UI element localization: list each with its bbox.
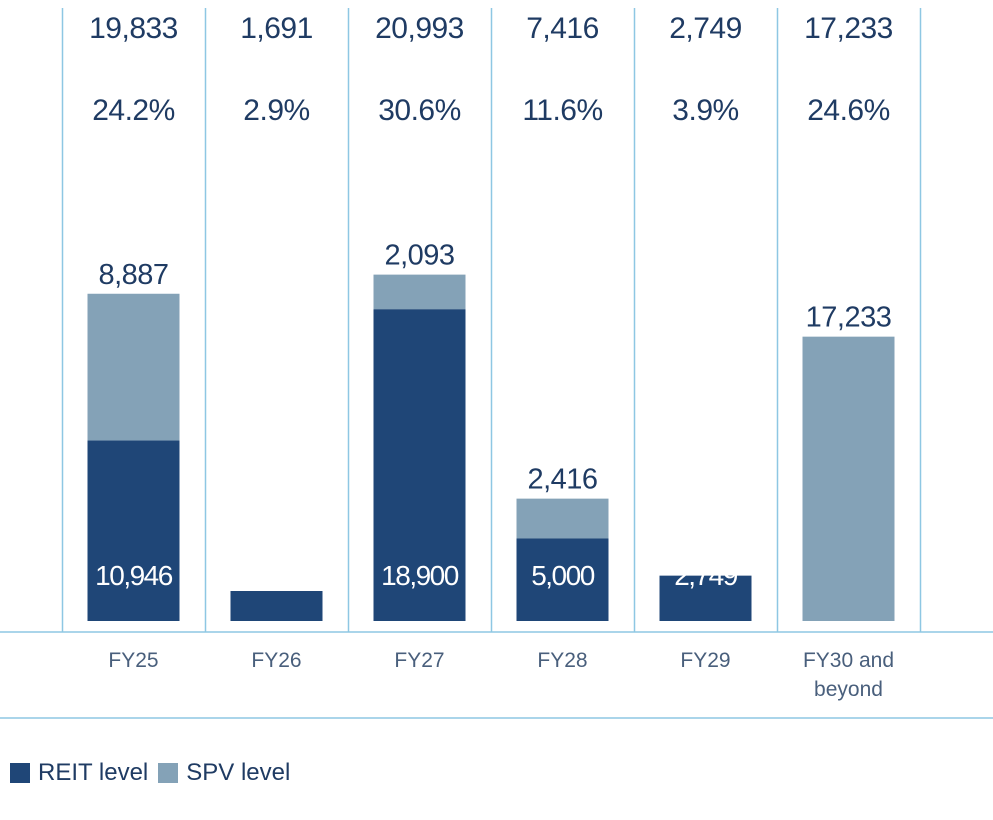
legend-swatch-reit: [10, 763, 30, 783]
total-label: 1,691: [240, 12, 313, 45]
x-axis: FY25 FY26 FY27 FY28 FY29 FY30 and beyond: [0, 631, 993, 719]
bars: [87, 274, 895, 621]
x-tick-label: FY29: [680, 649, 730, 672]
data-label-spv: 2,416: [527, 464, 597, 496]
x-tick-label-line2: beyond: [814, 678, 883, 701]
data-label-spv: 17,233: [806, 302, 892, 334]
x-tick-label: FY25: [108, 649, 158, 672]
total-label: 17,233: [804, 12, 893, 45]
data-label-reit: 2,749: [674, 560, 737, 591]
percentage-label: 24.6%: [807, 94, 890, 127]
x-tick-label: FY27: [394, 649, 444, 672]
total-label: 20,993: [375, 12, 464, 45]
x-tick-label: FY26: [251, 649, 301, 672]
data-label-reit: 5,000: [531, 560, 594, 591]
x-tick-label: FY28: [537, 649, 587, 672]
bar-reit-level: [516, 538, 609, 621]
data-label-reit: 10,946: [95, 560, 173, 591]
legend: REIT level SPV level: [10, 755, 290, 791]
data-label-spv: 2,093: [384, 240, 454, 272]
total-label: 2,749: [669, 12, 742, 45]
bar-reit-level: [87, 440, 180, 621]
data-label-reit: 18,900: [381, 560, 459, 591]
total-label: 7,416: [526, 12, 599, 45]
x-tick-label: FY30 and: [803, 649, 894, 672]
legend-item-reit: REIT level: [10, 759, 148, 787]
column-dividers: [61, 8, 922, 632]
legend-swatch-spv: [158, 763, 179, 783]
legend-item-spv: SPV level: [158, 759, 290, 787]
bar-reit-level: [659, 575, 752, 621]
legend-label-reit: REIT level: [38, 759, 149, 786]
percentage-label: 3.9%: [672, 94, 738, 127]
percentage-label: 24.2%: [92, 94, 175, 127]
bar-reit-level: [230, 591, 323, 621]
bar-spv-level: [87, 293, 180, 441]
value-labels: 10,946 8,887 19,833 24.2% 1,691 1,691 2.9% 18,9…: [89, 12, 893, 591]
data-label-spv: 8,887: [98, 259, 168, 291]
data-label-reit: 1,691: [245, 560, 308, 591]
percentage-label: 2.9%: [243, 94, 309, 127]
bar-spv-level: [373, 274, 466, 310]
legend-label-spv: SPV level: [186, 759, 291, 786]
total-label: 19,833: [89, 12, 178, 45]
bar-reit-level: [373, 309, 466, 621]
percentage-label: 30.6%: [378, 94, 461, 127]
bar-spv-level: [516, 498, 609, 539]
percentage-label: 11.6%: [522, 94, 602, 127]
debt-maturity-chart: 10,946 8,887 19,833 24.2% 1,691 1,691 2.9% 18,9…: [0, 8, 993, 719]
bar-spv-level: [802, 336, 895, 621]
